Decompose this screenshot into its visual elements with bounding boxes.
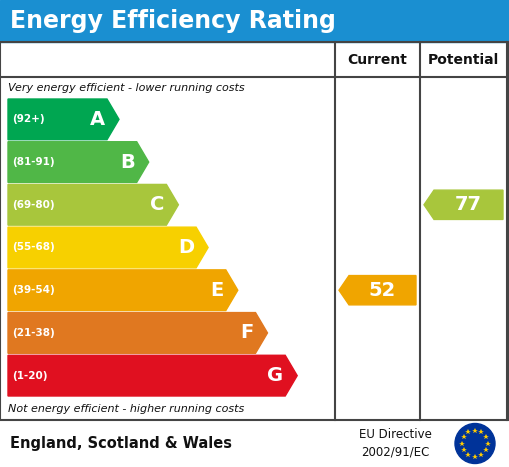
Bar xyxy=(330,420,460,467)
Polygon shape xyxy=(8,312,268,354)
Text: D: D xyxy=(178,238,194,257)
Text: (55-68): (55-68) xyxy=(12,242,55,253)
Text: C: C xyxy=(150,195,164,214)
Text: (21-38): (21-38) xyxy=(12,328,55,338)
Text: F: F xyxy=(240,324,253,342)
Text: (39-54): (39-54) xyxy=(12,285,55,295)
Polygon shape xyxy=(8,270,238,311)
Text: G: G xyxy=(267,366,283,385)
Text: 77: 77 xyxy=(455,195,482,214)
Text: (81-91): (81-91) xyxy=(12,157,54,167)
Bar xyxy=(0,420,509,467)
Polygon shape xyxy=(424,190,503,219)
Polygon shape xyxy=(8,184,178,225)
Bar xyxy=(0,0,509,42)
Text: Potential: Potential xyxy=(428,52,499,66)
Text: (1-20): (1-20) xyxy=(12,371,47,381)
Text: EU Directive
2002/91/EC: EU Directive 2002/91/EC xyxy=(358,429,432,459)
Text: 52: 52 xyxy=(369,281,396,300)
Bar xyxy=(0,42,509,420)
Text: (69-80): (69-80) xyxy=(12,200,54,210)
Polygon shape xyxy=(8,227,208,268)
Text: A: A xyxy=(90,110,105,129)
Text: England, Scotland & Wales: England, Scotland & Wales xyxy=(10,436,232,451)
Polygon shape xyxy=(8,142,149,183)
Text: B: B xyxy=(120,153,135,171)
Polygon shape xyxy=(8,355,297,396)
Polygon shape xyxy=(339,276,416,305)
Text: Energy Efficiency Rating: Energy Efficiency Rating xyxy=(10,9,336,33)
Text: E: E xyxy=(211,281,224,300)
Text: Not energy efficient - higher running costs: Not energy efficient - higher running co… xyxy=(8,404,244,414)
Text: (92+): (92+) xyxy=(12,114,45,124)
Polygon shape xyxy=(8,99,119,140)
Text: Current: Current xyxy=(348,52,407,66)
Circle shape xyxy=(455,424,495,464)
Text: Very energy efficient - lower running costs: Very energy efficient - lower running co… xyxy=(8,83,245,93)
